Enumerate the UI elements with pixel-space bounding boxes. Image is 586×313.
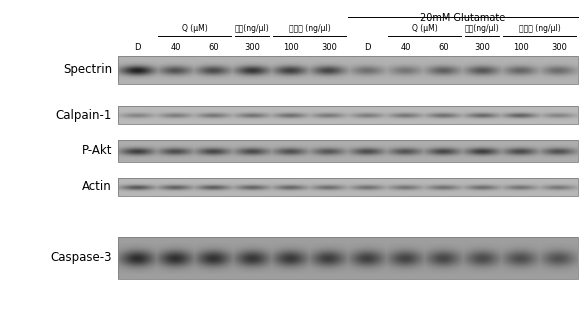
Text: 100: 100: [282, 43, 298, 52]
Text: 300: 300: [321, 43, 337, 52]
Text: P-Akt: P-Akt: [81, 145, 112, 157]
Text: Calpain-1: Calpain-1: [56, 109, 112, 121]
Bar: [118, 56, 578, 84]
Text: 전마(ng/μl): 전마(ng/μl): [235, 24, 270, 33]
Text: D: D: [134, 43, 141, 52]
Bar: [118, 140, 578, 162]
Text: 20mM Glutamate: 20mM Glutamate: [420, 13, 506, 23]
Bar: [118, 106, 578, 124]
Text: Actin: Actin: [82, 181, 112, 193]
Text: 구기자 (ng/μl): 구기자 (ng/μl): [519, 24, 561, 33]
Bar: [118, 237, 578, 279]
Text: 300: 300: [474, 43, 490, 52]
Text: 40: 40: [171, 43, 180, 52]
Text: 40: 40: [400, 43, 411, 52]
Text: 100: 100: [513, 43, 529, 52]
Text: 전마(ng/μl): 전마(ng/μl): [465, 24, 499, 33]
Text: 60: 60: [438, 43, 449, 52]
Text: 구기자 (ng/μl): 구기자 (ng/μl): [289, 24, 331, 33]
Text: D: D: [364, 43, 370, 52]
Text: Caspase-3: Caspase-3: [50, 252, 112, 264]
Text: Q (μM): Q (μM): [182, 24, 207, 33]
Bar: [118, 178, 578, 196]
Text: Spectrin: Spectrin: [63, 64, 112, 76]
Text: 60: 60: [209, 43, 219, 52]
Text: 300: 300: [244, 43, 260, 52]
Text: Q (μM): Q (μM): [412, 24, 438, 33]
Text: 300: 300: [551, 43, 567, 52]
